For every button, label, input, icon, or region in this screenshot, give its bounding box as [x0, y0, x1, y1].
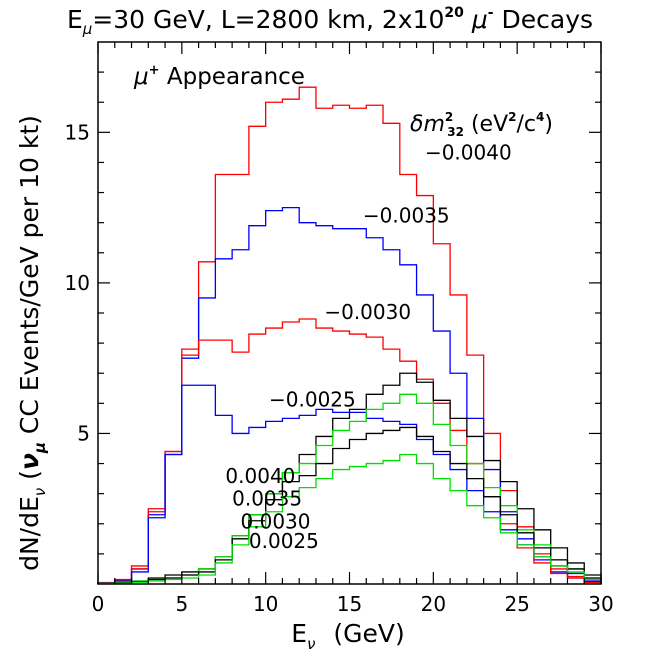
curve-label-2: −0.0030 [324, 300, 411, 324]
curve-label-3: −0.0025 [269, 387, 356, 411]
series-line-0 [97, 86, 602, 584]
curve-label-6: 0.0030 [241, 509, 311, 533]
x-axis-label: Eν (GeV) [291, 619, 405, 653]
y-axis-label: dN/dEν (νμ CC Events/GeV per 10 kt) [15, 115, 49, 571]
inset-label: μ+ Appearance [133, 63, 305, 90]
series-line-5 [97, 393, 602, 585]
x-tick-label: 20 [421, 592, 446, 616]
x-tick-label: 30 [588, 592, 613, 616]
x-tick-label: 5 [175, 592, 188, 616]
series-line-7 [97, 453, 602, 585]
curve-label-0: −0.0040 [425, 140, 512, 164]
legend-title: δm2 32 (eV2/c4) [410, 110, 553, 139]
curve-label-4: 0.0040 [225, 464, 295, 488]
curve-label-7: 0.0025 [249, 529, 319, 553]
chart-title: Eμ=30 GeV, L=2800 km, 2x1020 μ- Decays [67, 5, 593, 38]
curve-label-1: −0.0035 [363, 204, 450, 228]
y-tick-label: 10 [65, 271, 90, 295]
x-tick-label: 15 [337, 592, 362, 616]
x-tick-label: 25 [504, 592, 529, 616]
x-tick-label: 10 [253, 592, 278, 616]
y-tick-label: 15 [65, 120, 90, 144]
y-tick-label: 5 [77, 421, 90, 445]
curve-label-5: 0.0035 [232, 487, 302, 511]
x-tick-label: 0 [92, 592, 105, 616]
